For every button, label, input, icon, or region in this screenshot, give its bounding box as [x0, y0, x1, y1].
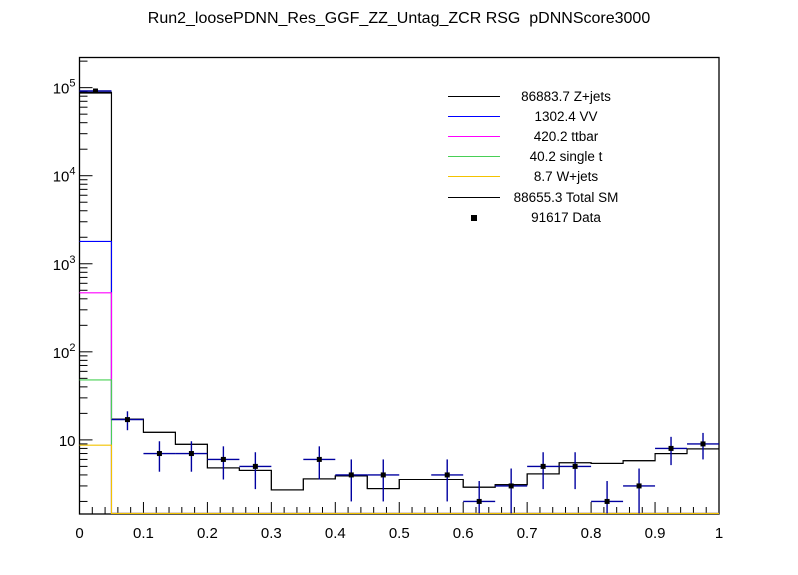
- data-marker: [444, 472, 450, 478]
- x-tick-label: 0.9: [645, 525, 666, 542]
- data-marker: [540, 463, 546, 469]
- series-vv: [79, 240, 719, 514]
- data-marker: [508, 483, 514, 489]
- y-tick-label: 105: [53, 78, 76, 98]
- x-tick-label: 0.5: [389, 525, 410, 542]
- series-total-sm: [79, 91, 719, 491]
- data-marker: [668, 445, 674, 451]
- series-z+jets: [79, 92, 719, 491]
- y-tick-label: 103: [53, 254, 76, 274]
- y-tick-label: 104: [53, 166, 76, 186]
- data-marker: [700, 441, 706, 447]
- x-tick-label: 0.7: [517, 525, 538, 542]
- data-marker: [348, 472, 354, 478]
- y-tick-label: 10: [59, 433, 76, 450]
- data-marker: [124, 417, 130, 423]
- data-marker: [476, 498, 482, 504]
- x-tick-label: 0: [75, 525, 83, 542]
- series-single-t: [79, 379, 719, 514]
- data-marker: [252, 463, 258, 469]
- x-tick-label: 1: [715, 525, 723, 542]
- x-tick-label: 0.2: [197, 525, 218, 542]
- data-marker: [220, 456, 226, 462]
- x-tick-label: 0.4: [325, 525, 346, 542]
- data-marker: [188, 451, 194, 457]
- data-marker: [572, 463, 578, 469]
- data-marker: [604, 498, 610, 504]
- x-tick-label: 0.8: [581, 525, 602, 542]
- plot-title: Run2_loosePDNN_Res_GGF_ZZ_Untag_ZCR RSG …: [147, 10, 651, 27]
- data-marker: [316, 456, 322, 462]
- data-marker: [636, 483, 642, 489]
- y-tick-label: 102: [53, 342, 76, 362]
- plot-frame: [78, 56, 720, 515]
- data-marker: [92, 88, 98, 94]
- x-tick-label: 0.1: [133, 525, 154, 542]
- data-marker: [156, 451, 162, 457]
- x-tick-label: 0.3: [261, 525, 282, 542]
- data-marker: [380, 472, 386, 478]
- x-tick-label: 0.6: [453, 525, 474, 542]
